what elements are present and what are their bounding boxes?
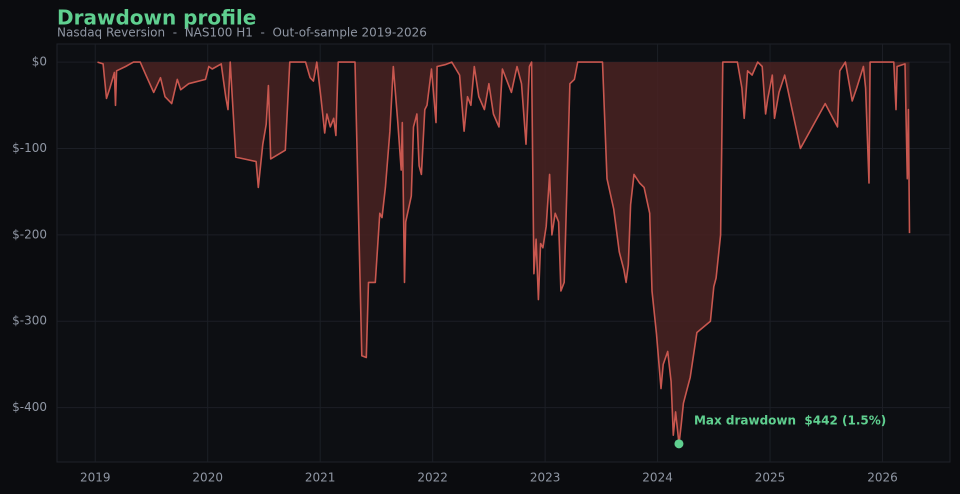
x-tick-label: 2026 <box>867 471 898 485</box>
y-tick-label: $-100 <box>12 141 47 155</box>
chart-subtitle: Nasdaq Reversion - NAS100 H1 - Out-of-sa… <box>57 26 427 40</box>
y-tick-label: $0 <box>32 55 47 69</box>
x-tick-label: 2023 <box>530 471 561 485</box>
y-tick-label: $-200 <box>12 227 47 241</box>
chart-title: Drawdown profile <box>57 6 256 30</box>
area-fill <box>97 62 910 444</box>
x-tick-label: 2021 <box>305 471 336 485</box>
annotation: Max drawdown $442 (1.5%) <box>694 413 886 427</box>
max-drawdown-marker <box>674 439 684 449</box>
y-tick-label: $-300 <box>12 314 47 328</box>
drawdown-line <box>97 61 911 445</box>
x-tick-label: 2024 <box>642 471 673 485</box>
x-tick-label: 2022 <box>417 471 448 485</box>
x-tick-label: 2025 <box>755 471 786 485</box>
y-tick-label: $-400 <box>12 400 47 414</box>
x-tick-label: 2020 <box>192 471 223 485</box>
x-tick-label: 2019 <box>80 471 111 485</box>
